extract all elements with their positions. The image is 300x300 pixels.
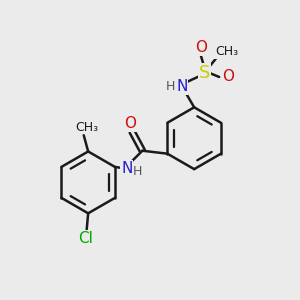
Text: S: S bbox=[199, 64, 210, 82]
Text: N: N bbox=[176, 79, 188, 94]
Text: H: H bbox=[133, 165, 142, 178]
Text: O: O bbox=[222, 70, 234, 85]
Text: O: O bbox=[124, 116, 136, 131]
Text: H: H bbox=[165, 80, 175, 93]
Text: Cl: Cl bbox=[78, 231, 93, 246]
Text: CH₃: CH₃ bbox=[215, 45, 238, 58]
Text: N: N bbox=[121, 161, 132, 176]
Text: O: O bbox=[195, 40, 207, 55]
Text: CH₃: CH₃ bbox=[75, 121, 98, 134]
